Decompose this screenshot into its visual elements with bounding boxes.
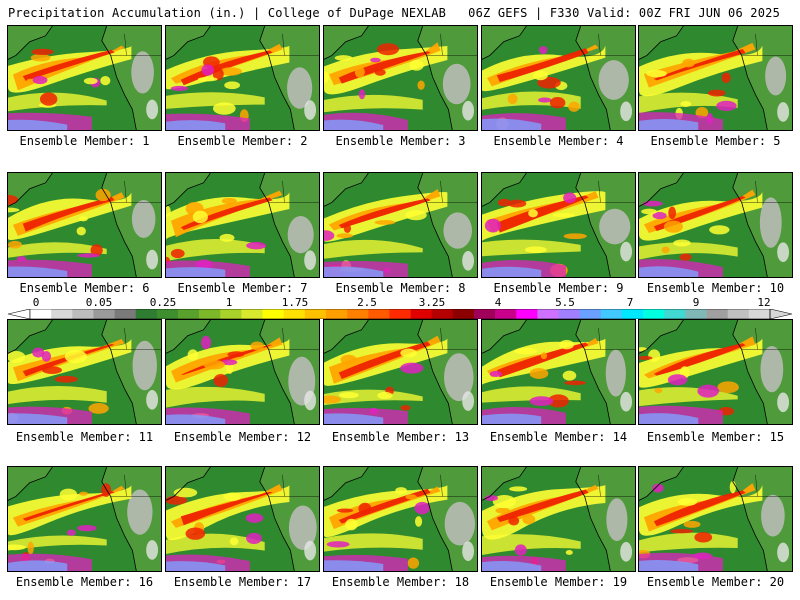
colorbar-swatch: [748, 309, 771, 319]
colorbar-tick-label: 0.25: [149, 296, 177, 309]
colorbar-swatch: [220, 309, 242, 319]
ensemble-map-panel: [638, 172, 793, 278]
colorbar-tick-label: 0.05: [85, 296, 113, 309]
colorbar-swatch: [241, 309, 263, 319]
colorbar-min-arrow: [8, 309, 31, 319]
colorbar-swatch: [664, 309, 686, 319]
colorbar-swatch: [558, 309, 581, 319]
ensemble-map-panel: [481, 466, 636, 572]
ensemble-map-panel: [638, 319, 793, 425]
ensemble-map-panel: [323, 172, 478, 278]
ensemble-map-panel: [7, 25, 162, 131]
ensemble-map-panel: [323, 25, 478, 131]
ensemble-member-label: Ensemble Member: 13: [331, 430, 470, 444]
colorbar-swatch: [431, 309, 454, 319]
ensemble-member-label: Ensemble Member: 16: [15, 575, 154, 589]
colorbar-swatch: [643, 309, 665, 319]
colorbar-swatch: [474, 309, 496, 319]
ensemble-member-label: Ensemble Member: 15: [646, 430, 785, 444]
colorbar-swatch: [706, 309, 729, 319]
ensemble-member-label: Ensemble Member: 9: [493, 281, 624, 295]
ensemble-member-label: Ensemble Member: 18: [331, 575, 470, 589]
ensemble-member-label: Ensemble Member: 1: [19, 134, 150, 148]
ensemble-member-label: Ensemble Member: 10: [646, 281, 785, 295]
colorbar-swatch: [51, 309, 73, 319]
colorbar-tick-label: 7: [626, 296, 634, 309]
colorbar-swatch: [347, 309, 369, 319]
colorbar-swatch: [516, 309, 538, 319]
ensemble-member-label: Ensemble Member: 8: [335, 281, 466, 295]
ensemble-map-panel: [481, 25, 636, 131]
ensemble-map-panel: [638, 25, 793, 131]
ensemble-member-label: Ensemble Member: 7: [177, 281, 308, 295]
colorbar-swatch: [368, 309, 390, 319]
colorbar-swatch: [452, 309, 475, 319]
colorbar-swatch: [135, 309, 158, 319]
colorbar-swatch: [199, 309, 221, 319]
ensemble-member-label: Ensemble Member: 3: [335, 134, 466, 148]
colorbar-swatch: [579, 309, 602, 319]
precipitation-colorbar: [8, 309, 792, 319]
colorbar-tick-label: 3.25: [418, 296, 446, 309]
colorbar-max-arrow: [769, 309, 792, 319]
colorbar-swatch: [537, 309, 559, 319]
ensemble-map-panel: [165, 172, 320, 278]
colorbar-swatch: [178, 309, 200, 319]
ensemble-map-panel: [165, 319, 320, 425]
colorbar-swatch: [727, 309, 750, 319]
colorbar-tick-label: 9: [692, 296, 700, 309]
colorbar-swatch: [114, 309, 137, 319]
colorbar-swatch: [156, 309, 179, 319]
ensemble-map-panel: [481, 319, 636, 425]
map-title: Precipitation Accumulation (in.) | Colle…: [8, 6, 447, 20]
colorbar-swatch: [389, 309, 411, 319]
ensemble-map-panel: [7, 172, 162, 278]
colorbar-tick-label: 5.5: [555, 296, 575, 309]
ensemble-member-label: Ensemble Member: 12: [173, 430, 312, 444]
colorbar-swatch: [262, 309, 285, 319]
colorbar-tick-label: 1.75: [281, 296, 309, 309]
colorbar-swatch: [622, 309, 644, 319]
colorbar-swatch: [685, 309, 707, 319]
ensemble-map-panel: [165, 466, 320, 572]
ensemble-member-label: Ensemble Member: 20: [646, 575, 785, 589]
ensemble-member-label: Ensemble Member: 2: [177, 134, 308, 148]
colorbar-tick-label: 4: [494, 296, 502, 309]
colorbar-swatch: [495, 309, 517, 319]
ensemble-map-panel: [481, 172, 636, 278]
colorbar-tick-label: 0: [32, 296, 40, 309]
colorbar-swatch: [72, 309, 94, 319]
run-valid-time: 06Z GEFS | F330 Valid: 00Z FRI JUN 06 20…: [468, 6, 780, 20]
ensemble-member-label: Ensemble Member: 5: [650, 134, 781, 148]
colorbar-swatch: [326, 309, 348, 319]
ensemble-member-label: Ensemble Member: 17: [173, 575, 312, 589]
ensemble-map-panel: [7, 319, 162, 425]
ensemble-map-panel: [638, 466, 793, 572]
ensemble-member-label: Ensemble Member: 14: [489, 430, 628, 444]
ensemble-map-panel: [323, 466, 478, 572]
colorbar-swatch: [93, 309, 115, 319]
ensemble-member-label: Ensemble Member: 4: [493, 134, 624, 148]
colorbar-swatch: [304, 309, 327, 319]
colorbar-swatch: [410, 309, 433, 319]
ensemble-member-label: Ensemble Member: 6: [19, 281, 150, 295]
ensemble-member-label: Ensemble Member: 11: [15, 430, 154, 444]
colorbar-tick-label: 2.5: [357, 296, 377, 309]
ensemble-member-label: Ensemble Member: 19: [489, 575, 628, 589]
colorbar-swatch: [30, 309, 52, 319]
colorbar-swatch: [600, 309, 623, 319]
ensemble-map-panel: [165, 25, 320, 131]
ensemble-map-panel: [7, 466, 162, 572]
colorbar-swatch: [283, 309, 306, 319]
colorbar-tick-label: 1: [225, 296, 233, 309]
ensemble-map-panel: [323, 319, 478, 425]
colorbar-tick-label: 12: [757, 296, 771, 309]
